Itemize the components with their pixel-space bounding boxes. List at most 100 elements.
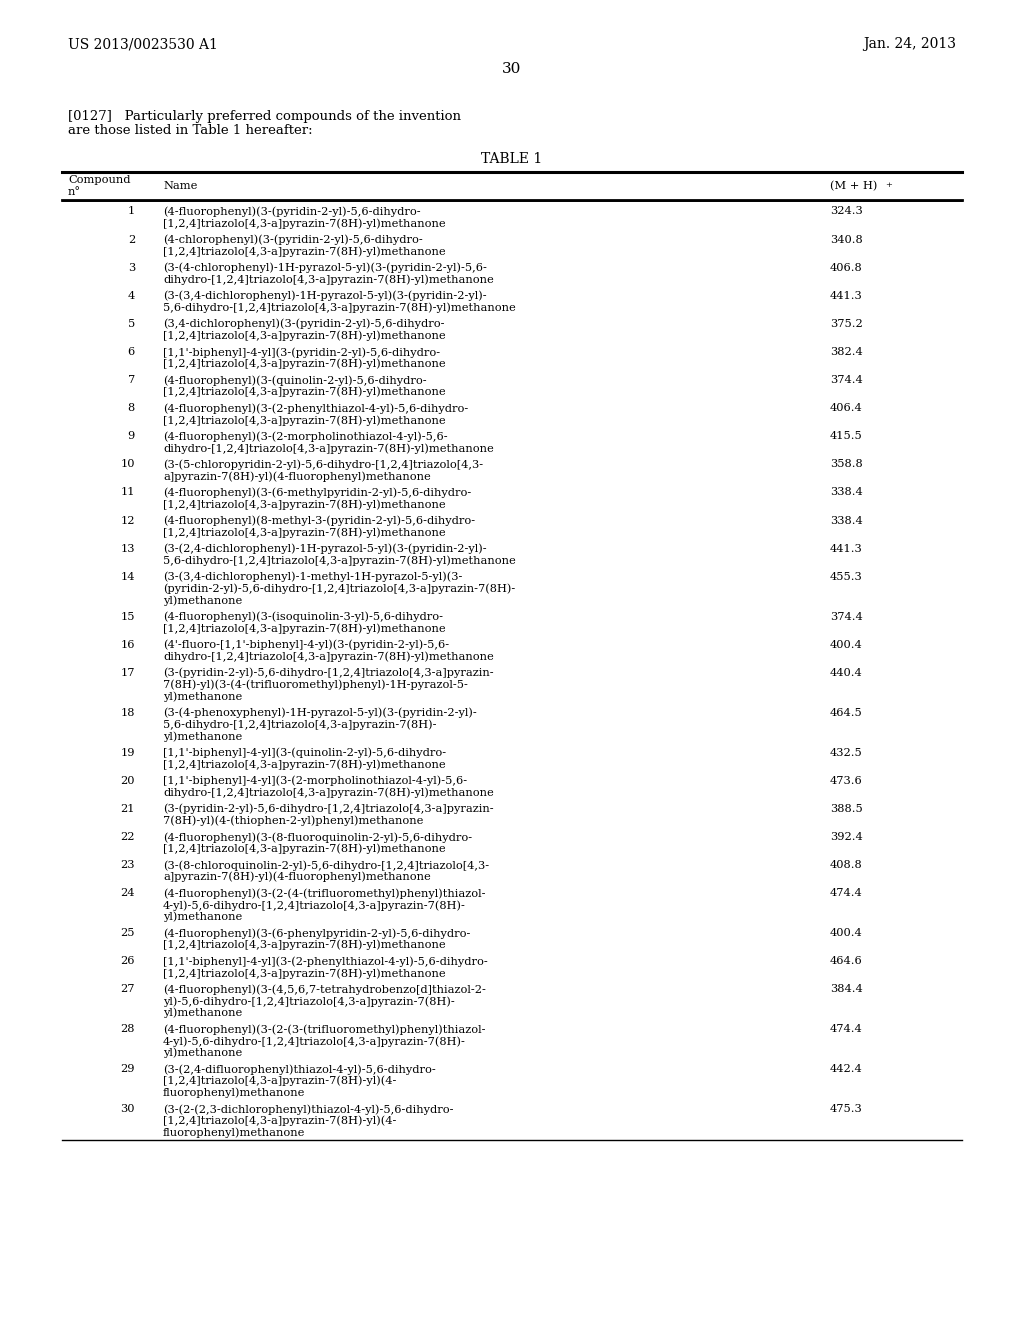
- Text: (4-fluorophenyl)(3-(2-(4-(trifluoromethyl)phenyl)thiazol-: (4-fluorophenyl)(3-(2-(4-(trifluoromethy…: [163, 888, 485, 899]
- Text: [1,1'-biphenyl]-4-yl](3-(quinolin-2-yl)-5,6-dihydro-: [1,1'-biphenyl]-4-yl](3-(quinolin-2-yl)-…: [163, 747, 446, 758]
- Text: yl)methanone: yl)methanone: [163, 912, 243, 923]
- Text: (3-(2,4-dichlorophenyl)-1H-pyrazol-5-yl)(3-(pyridin-2-yl)-: (3-(2,4-dichlorophenyl)-1H-pyrazol-5-yl)…: [163, 544, 486, 554]
- Text: 8: 8: [128, 403, 135, 413]
- Text: 30: 30: [121, 1104, 135, 1114]
- Text: 400.4: 400.4: [830, 640, 863, 649]
- Text: fluorophenyl)methanone: fluorophenyl)methanone: [163, 1127, 305, 1138]
- Text: 9: 9: [128, 432, 135, 441]
- Text: 464.6: 464.6: [830, 956, 863, 966]
- Text: [1,2,4]triazolo[4,3-a]pyrazin-7(8H)-yl)methanone: [1,2,4]triazolo[4,3-a]pyrazin-7(8H)-yl)m…: [163, 331, 445, 342]
- Text: 408.8: 408.8: [830, 861, 863, 870]
- Text: 7(8H)-yl)(3-(4-(trifluoromethyl)phenyl)-1H-pyrazol-5-: 7(8H)-yl)(3-(4-(trifluoromethyl)phenyl)-…: [163, 680, 468, 690]
- Text: yl)methanone: yl)methanone: [163, 1008, 243, 1019]
- Text: 358.8: 358.8: [830, 459, 863, 470]
- Text: 24: 24: [121, 888, 135, 898]
- Text: Jan. 24, 2013: Jan. 24, 2013: [863, 37, 956, 51]
- Text: [1,2,4]triazolo[4,3-a]pyrazin-7(8H)-yl)methanone: [1,2,4]triazolo[4,3-a]pyrazin-7(8H)-yl)m…: [163, 218, 445, 228]
- Text: 441.3: 441.3: [830, 290, 863, 301]
- Text: 27: 27: [121, 985, 135, 994]
- Text: Name: Name: [163, 181, 198, 191]
- Text: fluorophenyl)methanone: fluorophenyl)methanone: [163, 1088, 305, 1098]
- Text: [0127]   Particularly preferred compounds of the invention: [0127] Particularly preferred compounds …: [68, 110, 461, 123]
- Text: (3,4-dichlorophenyl)(3-(pyridin-2-yl)-5,6-dihydro-: (3,4-dichlorophenyl)(3-(pyridin-2-yl)-5,…: [163, 319, 444, 330]
- Text: (4-fluorophenyl)(3-(2-(3-(trifluoromethyl)phenyl)thiazol-: (4-fluorophenyl)(3-(2-(3-(trifluoromethy…: [163, 1024, 485, 1035]
- Text: 7: 7: [128, 375, 135, 385]
- Text: 25: 25: [121, 928, 135, 939]
- Text: (4-fluorophenyl)(3-(8-fluoroquinolin-2-yl)-5,6-dihydro-: (4-fluorophenyl)(3-(8-fluoroquinolin-2-y…: [163, 832, 472, 842]
- Text: [1,2,4]triazolo[4,3-a]pyrazin-7(8H)-yl)methanone: [1,2,4]triazolo[4,3-a]pyrazin-7(8H)-yl)m…: [163, 528, 445, 539]
- Text: 6: 6: [128, 347, 135, 356]
- Text: Compound: Compound: [68, 176, 130, 185]
- Text: 17: 17: [121, 668, 135, 678]
- Text: 432.5: 432.5: [830, 747, 863, 758]
- Text: (3-(2,4-difluorophenyl)thiazol-4-yl)-5,6-dihydro-: (3-(2,4-difluorophenyl)thiazol-4-yl)-5,6…: [163, 1064, 436, 1074]
- Text: 26: 26: [121, 956, 135, 966]
- Text: dihydro-[1,2,4]triazolo[4,3-a]pyrazin-7(8H)-yl)methanone: dihydro-[1,2,4]triazolo[4,3-a]pyrazin-7(…: [163, 652, 494, 663]
- Text: yl)methanone: yl)methanone: [163, 1048, 243, 1059]
- Text: 475.3: 475.3: [830, 1104, 863, 1114]
- Text: 5,6-dihydro-[1,2,4]triazolo[4,3-a]pyrazin-7(8H)-yl)methanone: 5,6-dihydro-[1,2,4]triazolo[4,3-a]pyrazi…: [163, 556, 516, 566]
- Text: 14: 14: [121, 572, 135, 582]
- Text: [1,1'-biphenyl]-4-yl](3-(pyridin-2-yl)-5,6-dihydro-: [1,1'-biphenyl]-4-yl](3-(pyridin-2-yl)-5…: [163, 347, 440, 358]
- Text: 340.8: 340.8: [830, 235, 863, 244]
- Text: (4-chlorophenyl)(3-(pyridin-2-yl)-5,6-dihydro-: (4-chlorophenyl)(3-(pyridin-2-yl)-5,6-di…: [163, 235, 423, 246]
- Text: yl)methanone: yl)methanone: [163, 731, 243, 742]
- Text: 375.2: 375.2: [830, 319, 863, 329]
- Text: yl)methanone: yl)methanone: [163, 692, 243, 702]
- Text: (4-fluorophenyl)(3-(quinolin-2-yl)-5,6-dihydro-: (4-fluorophenyl)(3-(quinolin-2-yl)-5,6-d…: [163, 375, 427, 385]
- Text: [1,2,4]triazolo[4,3-a]pyrazin-7(8H)-yl)methanone: [1,2,4]triazolo[4,3-a]pyrazin-7(8H)-yl)m…: [163, 359, 445, 370]
- Text: (3-(4-chlorophenyl)-1H-pyrazol-5-yl)(3-(pyridin-2-yl)-5,6-: (3-(4-chlorophenyl)-1H-pyrazol-5-yl)(3-(…: [163, 263, 486, 273]
- Text: 2: 2: [128, 235, 135, 244]
- Text: (4-fluorophenyl)(3-(6-phenylpyridin-2-yl)-5,6-dihydro-: (4-fluorophenyl)(3-(6-phenylpyridin-2-yl…: [163, 928, 470, 939]
- Text: 441.3: 441.3: [830, 544, 863, 553]
- Text: (3-(pyridin-2-yl)-5,6-dihydro-[1,2,4]triazolo[4,3-a]pyrazin-: (3-(pyridin-2-yl)-5,6-dihydro-[1,2,4]tri…: [163, 668, 494, 678]
- Text: 464.5: 464.5: [830, 708, 863, 718]
- Text: US 2013/0023530 A1: US 2013/0023530 A1: [68, 37, 218, 51]
- Text: 15: 15: [121, 611, 135, 622]
- Text: 10: 10: [121, 459, 135, 470]
- Text: (3-(3,4-dichlorophenyl)-1H-pyrazol-5-yl)(3-(pyridin-2-yl)-: (3-(3,4-dichlorophenyl)-1H-pyrazol-5-yl)…: [163, 290, 486, 301]
- Text: (4'-fluoro-[1,1'-biphenyl]-4-yl)(3-(pyridin-2-yl)-5,6-: (4'-fluoro-[1,1'-biphenyl]-4-yl)(3-(pyri…: [163, 640, 450, 651]
- Text: 22: 22: [121, 832, 135, 842]
- Text: 12: 12: [121, 516, 135, 525]
- Text: (4-fluorophenyl)(3-(2-phenylthiazol-4-yl)-5,6-dihydro-: (4-fluorophenyl)(3-(2-phenylthiazol-4-yl…: [163, 403, 468, 413]
- Text: 4-yl)-5,6-dihydro-[1,2,4]triazolo[4,3-a]pyrazin-7(8H)-: 4-yl)-5,6-dihydro-[1,2,4]triazolo[4,3-a]…: [163, 1036, 466, 1047]
- Text: 374.4: 374.4: [830, 375, 863, 385]
- Text: (3-(8-chloroquinolin-2-yl)-5,6-dihydro-[1,2,4]triazolo[4,3-: (3-(8-chloroquinolin-2-yl)-5,6-dihydro-[…: [163, 861, 489, 871]
- Text: 5: 5: [128, 319, 135, 329]
- Text: [1,1'-biphenyl]-4-yl](3-(2-phenylthiazol-4-yl)-5,6-dihydro-: [1,1'-biphenyl]-4-yl](3-(2-phenylthiazol…: [163, 956, 487, 966]
- Text: (3-(5-chloropyridin-2-yl)-5,6-dihydro-[1,2,4]triazolo[4,3-: (3-(5-chloropyridin-2-yl)-5,6-dihydro-[1…: [163, 459, 483, 470]
- Text: 455.3: 455.3: [830, 572, 863, 582]
- Text: 5,6-dihydro-[1,2,4]triazolo[4,3-a]pyrazin-7(8H)-: 5,6-dihydro-[1,2,4]triazolo[4,3-a]pyrazi…: [163, 719, 436, 730]
- Text: 30: 30: [503, 62, 521, 77]
- Text: dihydro-[1,2,4]triazolo[4,3-a]pyrazin-7(8H)-yl)methanone: dihydro-[1,2,4]triazolo[4,3-a]pyrazin-7(…: [163, 275, 494, 285]
- Text: (4-fluorophenyl)(3-(6-methylpyridin-2-yl)-5,6-dihydro-: (4-fluorophenyl)(3-(6-methylpyridin-2-yl…: [163, 487, 471, 498]
- Text: (3-(3,4-dichlorophenyl)-1-methyl-1H-pyrazol-5-yl)(3-: (3-(3,4-dichlorophenyl)-1-methyl-1H-pyra…: [163, 572, 463, 582]
- Text: 7(8H)-yl)(4-(thiophen-2-yl)phenyl)methanone: 7(8H)-yl)(4-(thiophen-2-yl)phenyl)methan…: [163, 816, 423, 826]
- Text: dihydro-[1,2,4]triazolo[4,3-a]pyrazin-7(8H)-yl)methanone: dihydro-[1,2,4]triazolo[4,3-a]pyrazin-7(…: [163, 788, 494, 799]
- Text: (3-(pyridin-2-yl)-5,6-dihydro-[1,2,4]triazolo[4,3-a]pyrazin-: (3-(pyridin-2-yl)-5,6-dihydro-[1,2,4]tri…: [163, 804, 494, 814]
- Text: dihydro-[1,2,4]triazolo[4,3-a]pyrazin-7(8H)-yl)methanone: dihydro-[1,2,4]triazolo[4,3-a]pyrazin-7(…: [163, 444, 494, 454]
- Text: 3: 3: [128, 263, 135, 273]
- Text: a]pyrazin-7(8H)-yl)(4-fluorophenyl)methanone: a]pyrazin-7(8H)-yl)(4-fluorophenyl)metha…: [163, 873, 431, 883]
- Text: 473.6: 473.6: [830, 776, 863, 785]
- Text: (4-fluorophenyl)(3-(pyridin-2-yl)-5,6-dihydro-: (4-fluorophenyl)(3-(pyridin-2-yl)-5,6-di…: [163, 206, 421, 216]
- Text: 374.4: 374.4: [830, 611, 863, 622]
- Text: (pyridin-2-yl)-5,6-dihydro-[1,2,4]triazolo[4,3-a]pyrazin-7(8H)-: (pyridin-2-yl)-5,6-dihydro-[1,2,4]triazo…: [163, 583, 515, 594]
- Text: 23: 23: [121, 861, 135, 870]
- Text: 21: 21: [121, 804, 135, 814]
- Text: 474.4: 474.4: [830, 888, 863, 898]
- Text: 29: 29: [121, 1064, 135, 1074]
- Text: 324.3: 324.3: [830, 206, 863, 216]
- Text: [1,2,4]triazolo[4,3-a]pyrazin-7(8H)-yl)methanone: [1,2,4]triazolo[4,3-a]pyrazin-7(8H)-yl)m…: [163, 759, 445, 770]
- Text: (3-(4-phenoxyphenyl)-1H-pyrazol-5-yl)(3-(pyridin-2-yl)-: (3-(4-phenoxyphenyl)-1H-pyrazol-5-yl)(3-…: [163, 708, 477, 718]
- Text: [1,2,4]triazolo[4,3-a]pyrazin-7(8H)-yl)methanone: [1,2,4]triazolo[4,3-a]pyrazin-7(8H)-yl)m…: [163, 968, 445, 978]
- Text: 4-yl)-5,6-dihydro-[1,2,4]triazolo[4,3-a]pyrazin-7(8H)-: 4-yl)-5,6-dihydro-[1,2,4]triazolo[4,3-a]…: [163, 900, 466, 911]
- Text: (3-(2-(2,3-dichlorophenyl)thiazol-4-yl)-5,6-dihydro-: (3-(2-(2,3-dichlorophenyl)thiazol-4-yl)-…: [163, 1104, 454, 1114]
- Text: +: +: [885, 181, 892, 189]
- Text: 1: 1: [128, 206, 135, 216]
- Text: 384.4: 384.4: [830, 985, 863, 994]
- Text: 18: 18: [121, 708, 135, 718]
- Text: (4-fluorophenyl)(3-(2-morpholinothiazol-4-yl)-5,6-: (4-fluorophenyl)(3-(2-morpholinothiazol-…: [163, 432, 447, 442]
- Text: 388.5: 388.5: [830, 804, 863, 814]
